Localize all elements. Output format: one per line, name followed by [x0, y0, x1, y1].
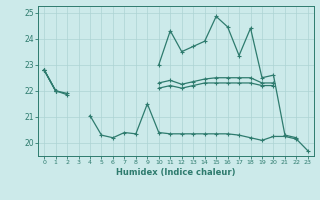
X-axis label: Humidex (Indice chaleur): Humidex (Indice chaleur)	[116, 168, 236, 177]
